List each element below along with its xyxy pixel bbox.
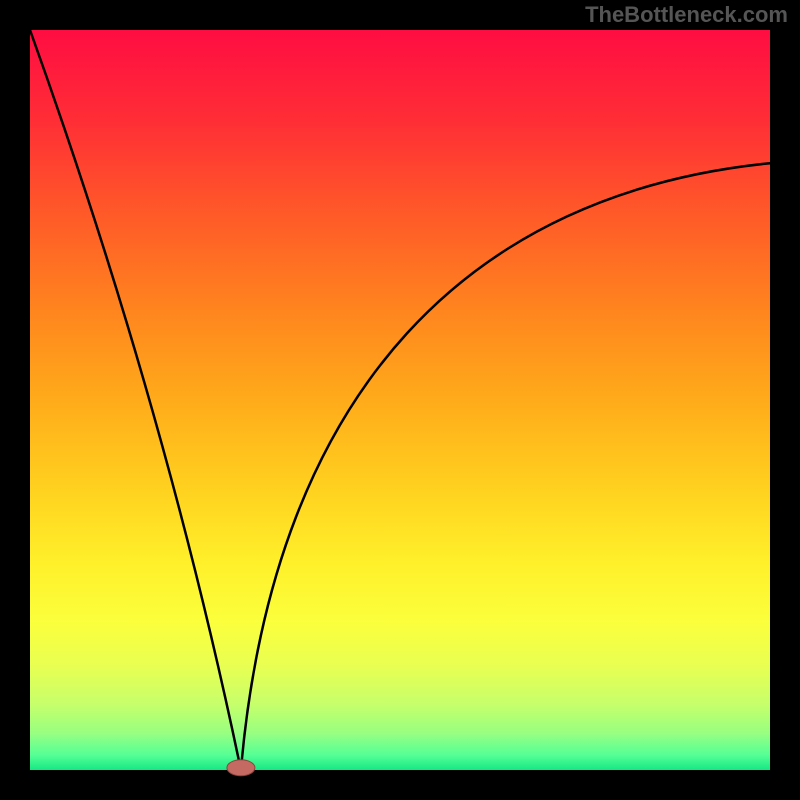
chart-container: TheBottleneck.com: [0, 0, 800, 800]
plot-background: [30, 30, 770, 770]
watermark-text: TheBottleneck.com: [585, 2, 788, 28]
chart-svg: [0, 0, 800, 800]
minimum-marker: [227, 760, 255, 776]
